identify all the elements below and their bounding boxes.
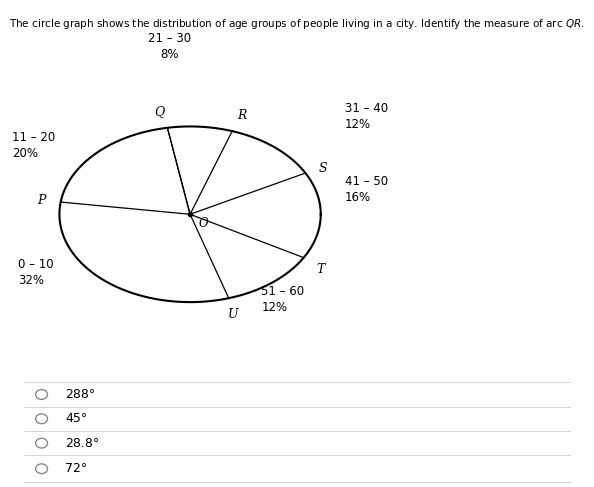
Text: 72°: 72°: [65, 462, 87, 475]
Text: 11 – 20
20%: 11 – 20 20%: [12, 131, 55, 161]
Text: 21 – 30
8%: 21 – 30 8%: [148, 32, 191, 61]
Text: 51 – 60
12%: 51 – 60 12%: [261, 285, 305, 314]
Text: 31 – 40
12%: 31 – 40 12%: [345, 102, 388, 131]
Text: 41 – 50
16%: 41 – 50 16%: [345, 175, 388, 205]
Text: T: T: [317, 262, 325, 276]
Text: U: U: [228, 308, 238, 321]
Text: P: P: [37, 194, 46, 207]
Text: Q: Q: [154, 105, 165, 118]
Text: R: R: [237, 109, 247, 122]
Text: 45°: 45°: [65, 412, 87, 425]
Text: 0 – 10
32%: 0 – 10 32%: [18, 258, 53, 287]
Text: O: O: [199, 217, 208, 230]
Text: S: S: [318, 162, 327, 175]
Text: 28.8°: 28.8°: [65, 437, 100, 450]
Text: 288°: 288°: [65, 388, 96, 401]
Text: The circle graph shows the distribution of age groups of people living in a city: The circle graph shows the distribution …: [9, 17, 585, 31]
